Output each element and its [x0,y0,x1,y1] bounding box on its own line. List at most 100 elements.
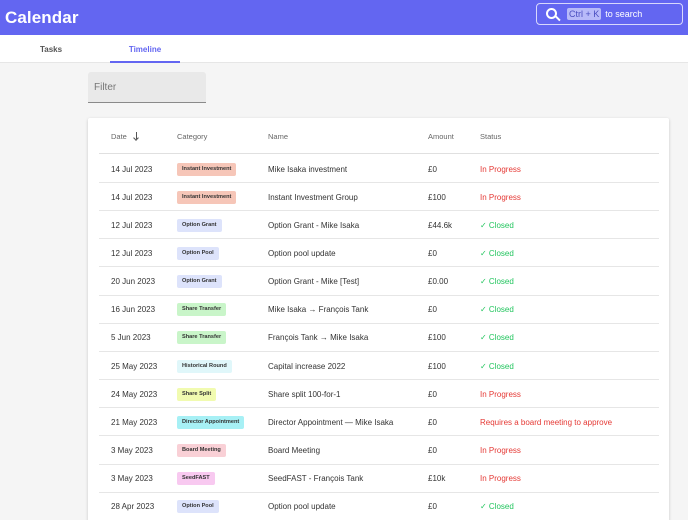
row-name: Board Meeting [268,446,321,455]
status-label: In Progress [480,389,521,399]
header-name[interactable]: Name [268,131,289,141]
row-name: SeedFAST - François Tank [268,474,364,484]
row-name: Share split 100-for-1 [268,389,341,399]
category-badge: SeedFAST [177,472,215,486]
row-amount: £0.00 [428,277,449,287]
row-status: In Progress [480,380,521,408]
filter-input[interactable]: Filter [88,72,206,103]
category-badge: Share Split [177,387,217,401]
row-status: In Progress [480,437,521,465]
row-category: Option Grant [177,268,222,296]
row-status: ✓ Closed [480,296,514,324]
row-name: Option Grant - Mike [Test] [268,277,360,287]
row-status: ✓ Closed [480,352,514,380]
row-amount: £0 [428,502,437,512]
category-badge: Share Transfer [177,303,227,317]
category-badge: Option Pool [177,246,219,260]
search-hint: to search [605,9,643,19]
table-row[interactable]: 24 May 2023 Share Split Share split 100-fo… [99,380,659,409]
table-row[interactable]: 25 May 2023 Historical Round Capital incre… [99,352,659,381]
row-name: Option pool update [268,502,336,512]
tab-tasks[interactable]: Tasks [39,44,63,54]
row-name: Capital increase 2022 [268,361,346,371]
row-name: François Tank → Mike Isaka [268,333,369,343]
timeline-table: Date Category Name Amount Status 14 Jul … [88,118,669,520]
row-date: 3 May 2023 [111,446,153,455]
row-name: Mike Isaka → François Tank [268,305,369,315]
status-label: In Progress [480,164,521,174]
row-name: Option Grant - Mike Isaka [268,220,360,230]
row-amount: £0 [428,248,437,258]
row-date: 21 May 2023 [111,417,158,427]
header-amount[interactable]: Amount [428,131,454,141]
row-status: ✓ Closed [480,239,514,267]
row-amount: £100 [428,192,446,202]
table-row[interactable]: 3 May 2023 Board Meeting Board Meeting £0 In… [99,437,659,465]
row-date: 24 May 2023 [111,389,158,399]
table-row[interactable]: 12 Jul 2023 Option Pool Option pool update… [99,239,659,268]
row-category: Option Pool [177,493,219,520]
arrow-down-icon [133,131,141,141]
row-category: SeedFAST [177,465,215,493]
status-label: In Progress [480,192,521,202]
row-name: Director Appointment — Mike Isaka [268,417,394,427]
header-date[interactable]: Date [111,118,141,154]
row-category: Instant Investment [177,183,237,211]
status-label: ✓ Closed [480,220,514,230]
status-label: Requires a board meeting to approve [480,417,613,427]
table-row[interactable]: 12 Jul 2023 Option Grant Option Grant - Mi… [99,211,659,240]
table-row[interactable]: 28 Apr 2023 Option Pool Option pool update… [99,493,659,520]
row-amount: £0 [428,417,437,427]
row-name: Mike Isaka investment [268,164,348,174]
row-category: Share Split [177,380,217,408]
tab-timeline[interactable]: Timeline [110,35,180,63]
row-category: Board Meeting [177,437,226,465]
table-row[interactable]: 16 Jun 2023 Share Transfer Mike Isaka → Fr… [99,296,659,324]
category-badge: Historical Round [177,359,232,373]
row-name: Option pool update [268,248,336,258]
table-row[interactable]: 14 Jul 2023 Instant Investment Instant Inv… [99,183,659,212]
search-box[interactable]: Ctrl + K to search [536,3,683,25]
row-status: In Progress [480,465,521,493]
row-date: 16 Jun 2023 [111,305,156,315]
row-amount: £0 [428,305,437,315]
header-date-label: Date [111,131,127,141]
table-row[interactable]: 14 Jul 2023 Instant Investment Mike Isaka … [99,155,659,183]
row-amount: £0 [428,164,437,174]
status-label: ✓ Closed [480,502,514,512]
row-date: 28 Apr 2023 [111,502,155,512]
row-category: Director Appointment [177,408,245,436]
search-icon [546,7,559,21]
row-status: In Progress [480,155,521,183]
row-category: Instant Investment [177,155,237,183]
table-row[interactable]: 21 May 2023 Director Appointment Director … [99,408,659,437]
table-row[interactable]: 5 Jun 2023 Share Transfer François Tank → … [99,324,659,352]
table-row[interactable]: 3 May 2023 SeedFAST SeedFAST - François Ta… [99,465,659,493]
table-row[interactable]: 20 Jun 2023 Option Grant Option Grant - Mi… [99,268,659,296]
row-amount: £0 [428,389,437,399]
status-label: ✓ Closed [480,248,514,258]
row-category: Option Pool [177,239,219,267]
app-bar: Calendar Ctrl + K to search [0,0,688,35]
row-category: Option Grant [177,211,222,239]
row-amount: £44.6k [428,220,453,230]
row-category: Share Transfer [177,296,227,324]
row-status: ✓ Closed [480,493,514,520]
row-date: 14 Jul 2023 [111,164,153,174]
status-label: In Progress [480,446,521,455]
row-date: 5 Jun 2023 [111,333,151,343]
status-label: ✓ Closed [480,305,514,315]
search-shortcut: Ctrl + K [567,8,602,20]
row-name: Instant Investment Group [268,192,358,202]
status-label: ✓ Closed [480,333,514,343]
status-label: ✓ Closed [480,277,514,287]
category-badge: Instant Investment [177,190,237,204]
header-category[interactable]: Category [177,131,208,141]
category-badge: Director Appointment [177,415,245,429]
row-category: Historical Round [177,352,232,380]
tab-bar: Tasks Timeline [0,35,688,63]
row-amount: £0 [428,446,437,455]
row-category: Share Transfer [177,324,227,352]
category-badge: Option Grant [177,275,222,289]
header-status[interactable]: Status [480,131,502,141]
